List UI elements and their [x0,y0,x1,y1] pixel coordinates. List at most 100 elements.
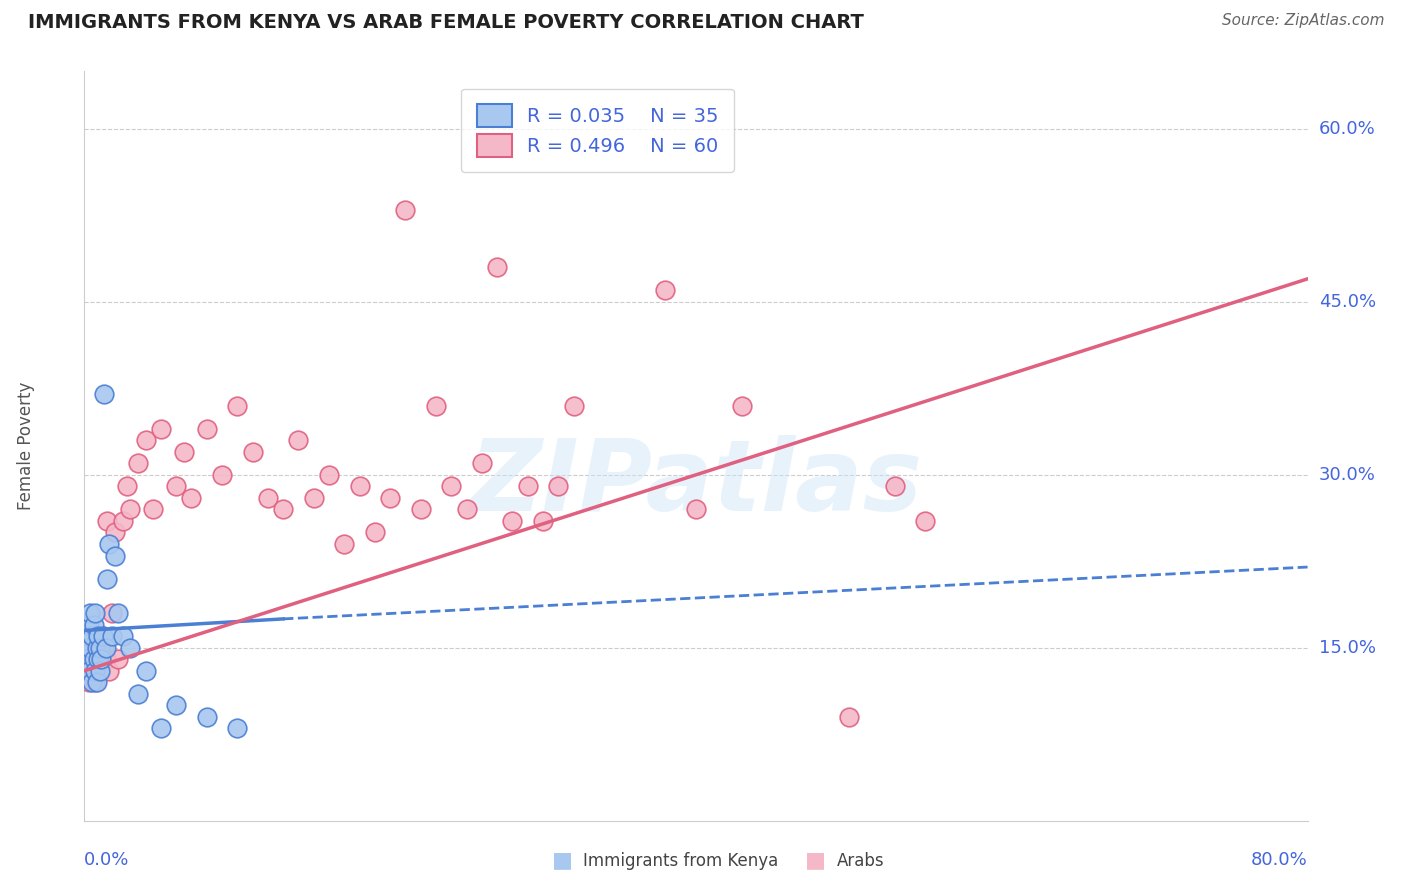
Text: ■: ■ [553,850,572,870]
Point [149,422,172,436]
Point [440,479,463,493]
Point [97,537,120,551]
Point [86,640,108,655]
Point [914,514,936,528]
Point [107,652,129,666]
Point [287,434,309,448]
Text: 80.0%: 80.0% [1251,851,1308,869]
Point [76,652,98,666]
Text: 60.0%: 60.0% [1319,120,1375,138]
Point [257,491,280,505]
Point [380,491,402,505]
Point [96,572,118,586]
Point [471,456,494,470]
Point [93,640,115,655]
Point [127,687,149,701]
Point [242,444,264,458]
Point [89,664,111,678]
Point [101,629,124,643]
Point [83,652,105,666]
Point [79,640,101,655]
Point [89,640,111,655]
Point [101,606,124,620]
Point [104,525,127,540]
Point [180,491,202,505]
Text: ■: ■ [806,850,825,870]
Point [94,652,117,666]
Point [91,629,114,643]
Point [90,652,112,666]
Point [104,549,127,563]
Point [318,467,340,482]
Point [547,479,569,493]
Point [731,399,754,413]
Point [838,710,860,724]
Point [349,479,371,493]
Point [883,479,905,493]
Point [76,629,98,643]
Text: Female Poverty: Female Poverty [17,382,35,510]
Point [80,629,103,643]
Point [79,640,101,655]
Point [654,284,676,298]
Point [364,525,387,540]
Point [142,502,165,516]
Point [271,502,294,516]
Point [90,652,112,666]
Point [79,606,101,620]
Text: 0.0%: 0.0% [84,851,129,869]
Point [135,664,157,678]
Point [120,640,142,655]
Text: IMMIGRANTS FROM KENYA VS ARAB FEMALE POVERTY CORRELATION CHART: IMMIGRANTS FROM KENYA VS ARAB FEMALE POV… [28,13,865,32]
Point [120,502,142,516]
Point [685,502,707,516]
Text: ZIPatlas: ZIPatlas [470,435,922,532]
Text: Source: ZipAtlas.com: Source: ZipAtlas.com [1222,13,1385,29]
Text: Immigrants from Kenya: Immigrants from Kenya [583,852,779,870]
Point [149,722,172,736]
Point [195,422,218,436]
Point [165,479,187,493]
Point [531,514,554,528]
Point [75,652,97,666]
Point [86,652,108,666]
Point [486,260,509,275]
Text: 15.0%: 15.0% [1319,639,1375,657]
Point [94,640,117,655]
Point [75,664,97,678]
Point [226,722,249,736]
Point [96,514,118,528]
Point [456,502,478,516]
Point [302,491,325,505]
Point [135,434,157,448]
Point [111,514,134,528]
Point [77,617,100,632]
Point [211,467,233,482]
Point [516,479,538,493]
Legend: R = 0.035    N = 35, R = 0.496    N = 60: R = 0.035 N = 35, R = 0.496 N = 60 [461,88,734,172]
Point [89,664,111,678]
Point [87,629,110,643]
Point [84,664,107,678]
Point [77,675,100,690]
Point [226,399,249,413]
Point [87,652,110,666]
Point [173,444,195,458]
Point [87,640,110,655]
Point [80,675,103,690]
Point [83,664,105,678]
Point [107,606,129,620]
Point [425,399,447,413]
Point [97,664,120,678]
Point [409,502,432,516]
Point [80,652,103,666]
Point [502,514,524,528]
Point [115,479,138,493]
Point [111,629,134,643]
Point [83,617,105,632]
Text: 30.0%: 30.0% [1319,466,1375,483]
Point [165,698,187,713]
Point [93,387,115,401]
Point [84,606,107,620]
Point [91,629,114,643]
